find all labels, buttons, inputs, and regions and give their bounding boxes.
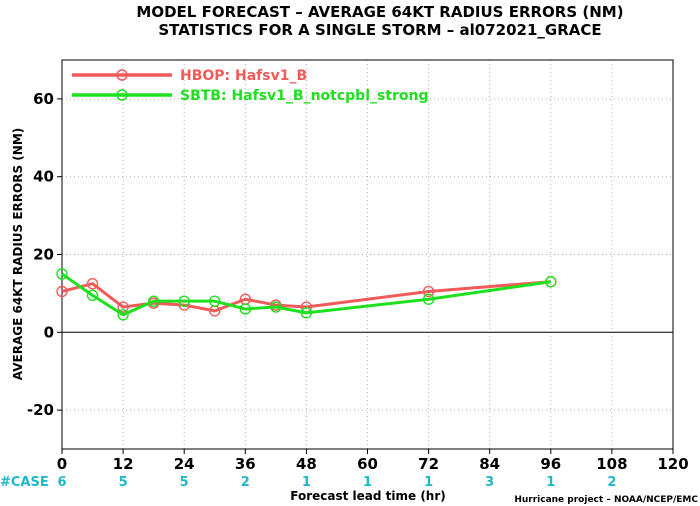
data-point-2: [239, 303, 252, 315]
y-tick-label: 0: [44, 323, 54, 341]
x-tick-label: 72: [418, 455, 439, 473]
series-layer: [56, 268, 557, 321]
x-tick-label: 36: [235, 455, 256, 473]
x-ticks: 0 12 24 36 48 60 72 84 96 108 120: [57, 449, 689, 473]
legend-label-1: HBOP: Hafsv1_B: [180, 68, 307, 84]
case-counts: #CASE 6 5 5 2 1 1 1 3 1 2: [0, 475, 616, 490]
case-count: 2: [607, 475, 616, 490]
y-tick-label: 60: [33, 90, 54, 108]
case-header: #CASE: [0, 475, 49, 490]
data-point-2: [270, 301, 282, 313]
data-point-2: [147, 295, 160, 307]
x-tick-label: 48: [296, 455, 317, 473]
y-ticks: -20 0 20 40 60: [27, 90, 62, 419]
y-axis-label: AVERAGE 64KT RADIUS ERRORS (NM): [11, 128, 25, 380]
legend-marker-1: [116, 69, 128, 81]
case-count: 6: [57, 475, 66, 490]
data-point-2: [86, 289, 99, 302]
plot-frame: [61, 59, 674, 450]
credit-text: Hurricane project – NOAA/NCEP/EMC: [514, 495, 698, 505]
data-point-2: [545, 276, 557, 288]
data-point-1: [56, 285, 68, 298]
series-line-2: [61, 272, 552, 317]
x-tick-label: 120: [657, 455, 688, 473]
series-line-1: [61, 280, 551, 313]
case-count: 2: [241, 475, 250, 490]
data-point-1: [86, 277, 99, 290]
x-tick-label: 84: [479, 455, 500, 473]
data-point-2: [178, 295, 190, 307]
data-point-2: [56, 268, 68, 280]
data-point-2: [300, 307, 313, 319]
case-count: 5: [119, 475, 128, 490]
case-count: 5: [180, 475, 189, 490]
y-tick-label: 20: [33, 246, 54, 264]
x-axis-label: Forecast lead time (hr): [290, 489, 446, 503]
legend: HBOP: Hafsv1_B SBTB: Hafsv1_B_notcpbl_str…: [72, 68, 429, 104]
chart-subtitle: STATISTICS FOR A SINGLE STORM – al072021…: [158, 21, 601, 39]
x-tick-label: 96: [540, 455, 561, 473]
x-tick-label: 12: [113, 455, 134, 473]
case-count: 3: [485, 475, 494, 490]
data-point-1: [117, 301, 129, 313]
chart-title: MODEL FORECAST – AVERAGE 64KT RADIUS ERR…: [136, 3, 623, 21]
y-tick-label: -20: [27, 401, 54, 419]
case-count: 1: [363, 475, 372, 490]
x-tick-label: 24: [174, 455, 195, 473]
x-tick-label: 108: [596, 455, 627, 473]
x-tick-label: 60: [357, 455, 378, 473]
case-count: 1: [302, 475, 311, 490]
legend-marker-2: [116, 89, 128, 101]
y-tick-label: 40: [33, 168, 54, 186]
legend-label-2: SBTB: Hafsv1_B_notcpbl_strong: [180, 88, 429, 104]
data-point-2: [209, 295, 221, 307]
grid: [62, 60, 673, 449]
data-point-2: [117, 309, 129, 321]
data-point-1: [422, 285, 435, 298]
data-point-2: [422, 293, 435, 305]
case-count: 1: [546, 475, 555, 490]
x-tick-label: 0: [57, 455, 67, 473]
case-count: 1: [424, 475, 433, 490]
